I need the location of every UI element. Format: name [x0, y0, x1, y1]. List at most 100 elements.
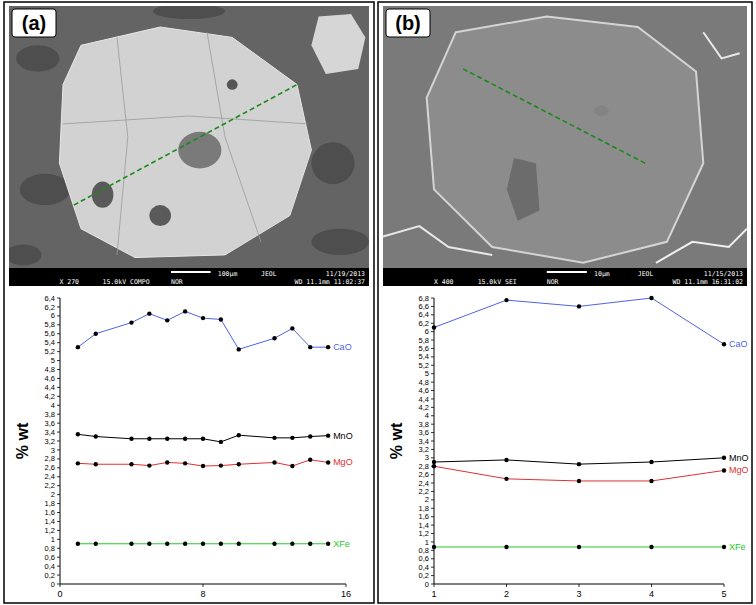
data-point	[272, 336, 276, 340]
y-tick-label: 3,6	[419, 428, 429, 437]
y-tick	[431, 483, 434, 484]
series-label: CaO	[333, 342, 352, 352]
data-point	[308, 434, 312, 438]
y-tick	[57, 566, 60, 567]
y-tick-label: 4,8	[45, 365, 55, 374]
y-tick	[57, 530, 60, 531]
data-point	[165, 437, 169, 441]
y-tick-label: 5,6	[419, 344, 429, 353]
x-tick	[651, 584, 652, 587]
sem-image	[9, 6, 369, 268]
matrix-spot	[311, 142, 354, 184]
data-point	[504, 458, 508, 462]
y-tick-label: 4,6	[419, 386, 429, 395]
y-tick-label: 2,4	[45, 472, 55, 481]
inclusion	[594, 106, 609, 116]
y-tick	[431, 550, 434, 551]
y-tick	[57, 467, 60, 468]
series-line	[78, 311, 328, 349]
y-tick-label: 3,4	[45, 428, 55, 437]
y-tick-label: 3,2	[419, 445, 429, 454]
y-tick-label: 3	[425, 453, 429, 462]
bright-edge	[703, 32, 739, 58]
y-tick	[431, 415, 434, 416]
y-axis-title: % wt	[14, 422, 31, 459]
data-point	[94, 462, 98, 466]
data-point	[183, 309, 187, 313]
data-point	[432, 545, 436, 549]
y-tick-label: 5,6	[45, 329, 55, 338]
y-tick-label: 3	[51, 446, 55, 455]
y-tick-label: 2	[425, 495, 429, 504]
y-tick-label: 2	[51, 490, 55, 499]
data-point	[577, 479, 581, 483]
data-point	[129, 320, 133, 324]
y-tick	[57, 378, 60, 379]
image-info: 11/19/2013	[326, 270, 365, 278]
data-point	[76, 345, 80, 349]
y-tick	[431, 356, 434, 357]
data-point	[147, 311, 151, 315]
y-tick-label: 2,8	[419, 462, 429, 471]
info-bar	[383, 268, 747, 286]
data-point	[326, 345, 330, 349]
data-point	[219, 317, 223, 321]
x-tick	[579, 584, 580, 587]
garnet-crystal	[427, 17, 704, 263]
y-tick-label: 1,8	[45, 499, 55, 508]
series-label: MnO	[729, 453, 749, 463]
panel-frame	[378, 2, 752, 603]
data-point	[326, 433, 330, 437]
image-info: WD 11.1mm 11:02:37	[295, 278, 366, 286]
y-tick	[57, 396, 60, 397]
data-point	[237, 462, 241, 466]
data-point	[147, 463, 151, 467]
y-tick	[57, 306, 60, 307]
data-point	[237, 347, 241, 351]
series-label: MgO	[333, 457, 353, 467]
y-tick-label: 1	[425, 538, 429, 547]
data-point	[577, 462, 581, 466]
image-info: WD 11.1mm 16:31:02	[673, 278, 744, 286]
image-info: 10µm	[594, 270, 610, 278]
x-tick-label: 4	[649, 589, 654, 599]
y-tick-label: 0,8	[419, 546, 429, 555]
y-tick	[57, 512, 60, 513]
data-point	[308, 345, 312, 349]
y-tick-label: 4	[425, 411, 429, 420]
y-tick-label: 5,8	[45, 320, 55, 329]
x-tick-label: 1	[431, 589, 436, 599]
data-point	[432, 325, 436, 329]
y-tick	[431, 449, 434, 450]
data-point	[722, 545, 726, 549]
x-tick	[60, 584, 61, 587]
y-tick-label: 4,2	[419, 403, 429, 412]
series-label: XFe	[333, 539, 350, 549]
matrix	[9, 6, 369, 268]
y-tick	[431, 348, 434, 349]
y-tick-label: 1,4	[419, 521, 429, 530]
scale-bar	[171, 271, 211, 273]
y-tick-label: 4,6	[45, 374, 55, 383]
y-tick	[57, 369, 60, 370]
y-tick-label: 0,6	[45, 553, 55, 562]
data-point	[201, 542, 205, 546]
y-tick	[431, 457, 434, 458]
y-tick	[57, 315, 60, 316]
y-tick-label: 6,4	[419, 310, 429, 319]
data-point	[432, 460, 436, 464]
data-point	[272, 542, 276, 546]
y-tick-label: 0,2	[419, 571, 429, 580]
data-point	[94, 542, 98, 546]
y-tick	[431, 306, 434, 307]
y-tick-label: 5	[51, 356, 55, 365]
y-tick	[431, 365, 434, 366]
matrix	[383, 6, 747, 268]
data-point	[722, 468, 726, 472]
small-crystal	[311, 14, 365, 74]
y-tick	[431, 331, 434, 332]
data-point	[272, 436, 276, 440]
y-tick	[431, 398, 434, 399]
y-tick-label: 3,6	[45, 419, 55, 428]
y-tick-label: 0,2	[45, 571, 55, 580]
